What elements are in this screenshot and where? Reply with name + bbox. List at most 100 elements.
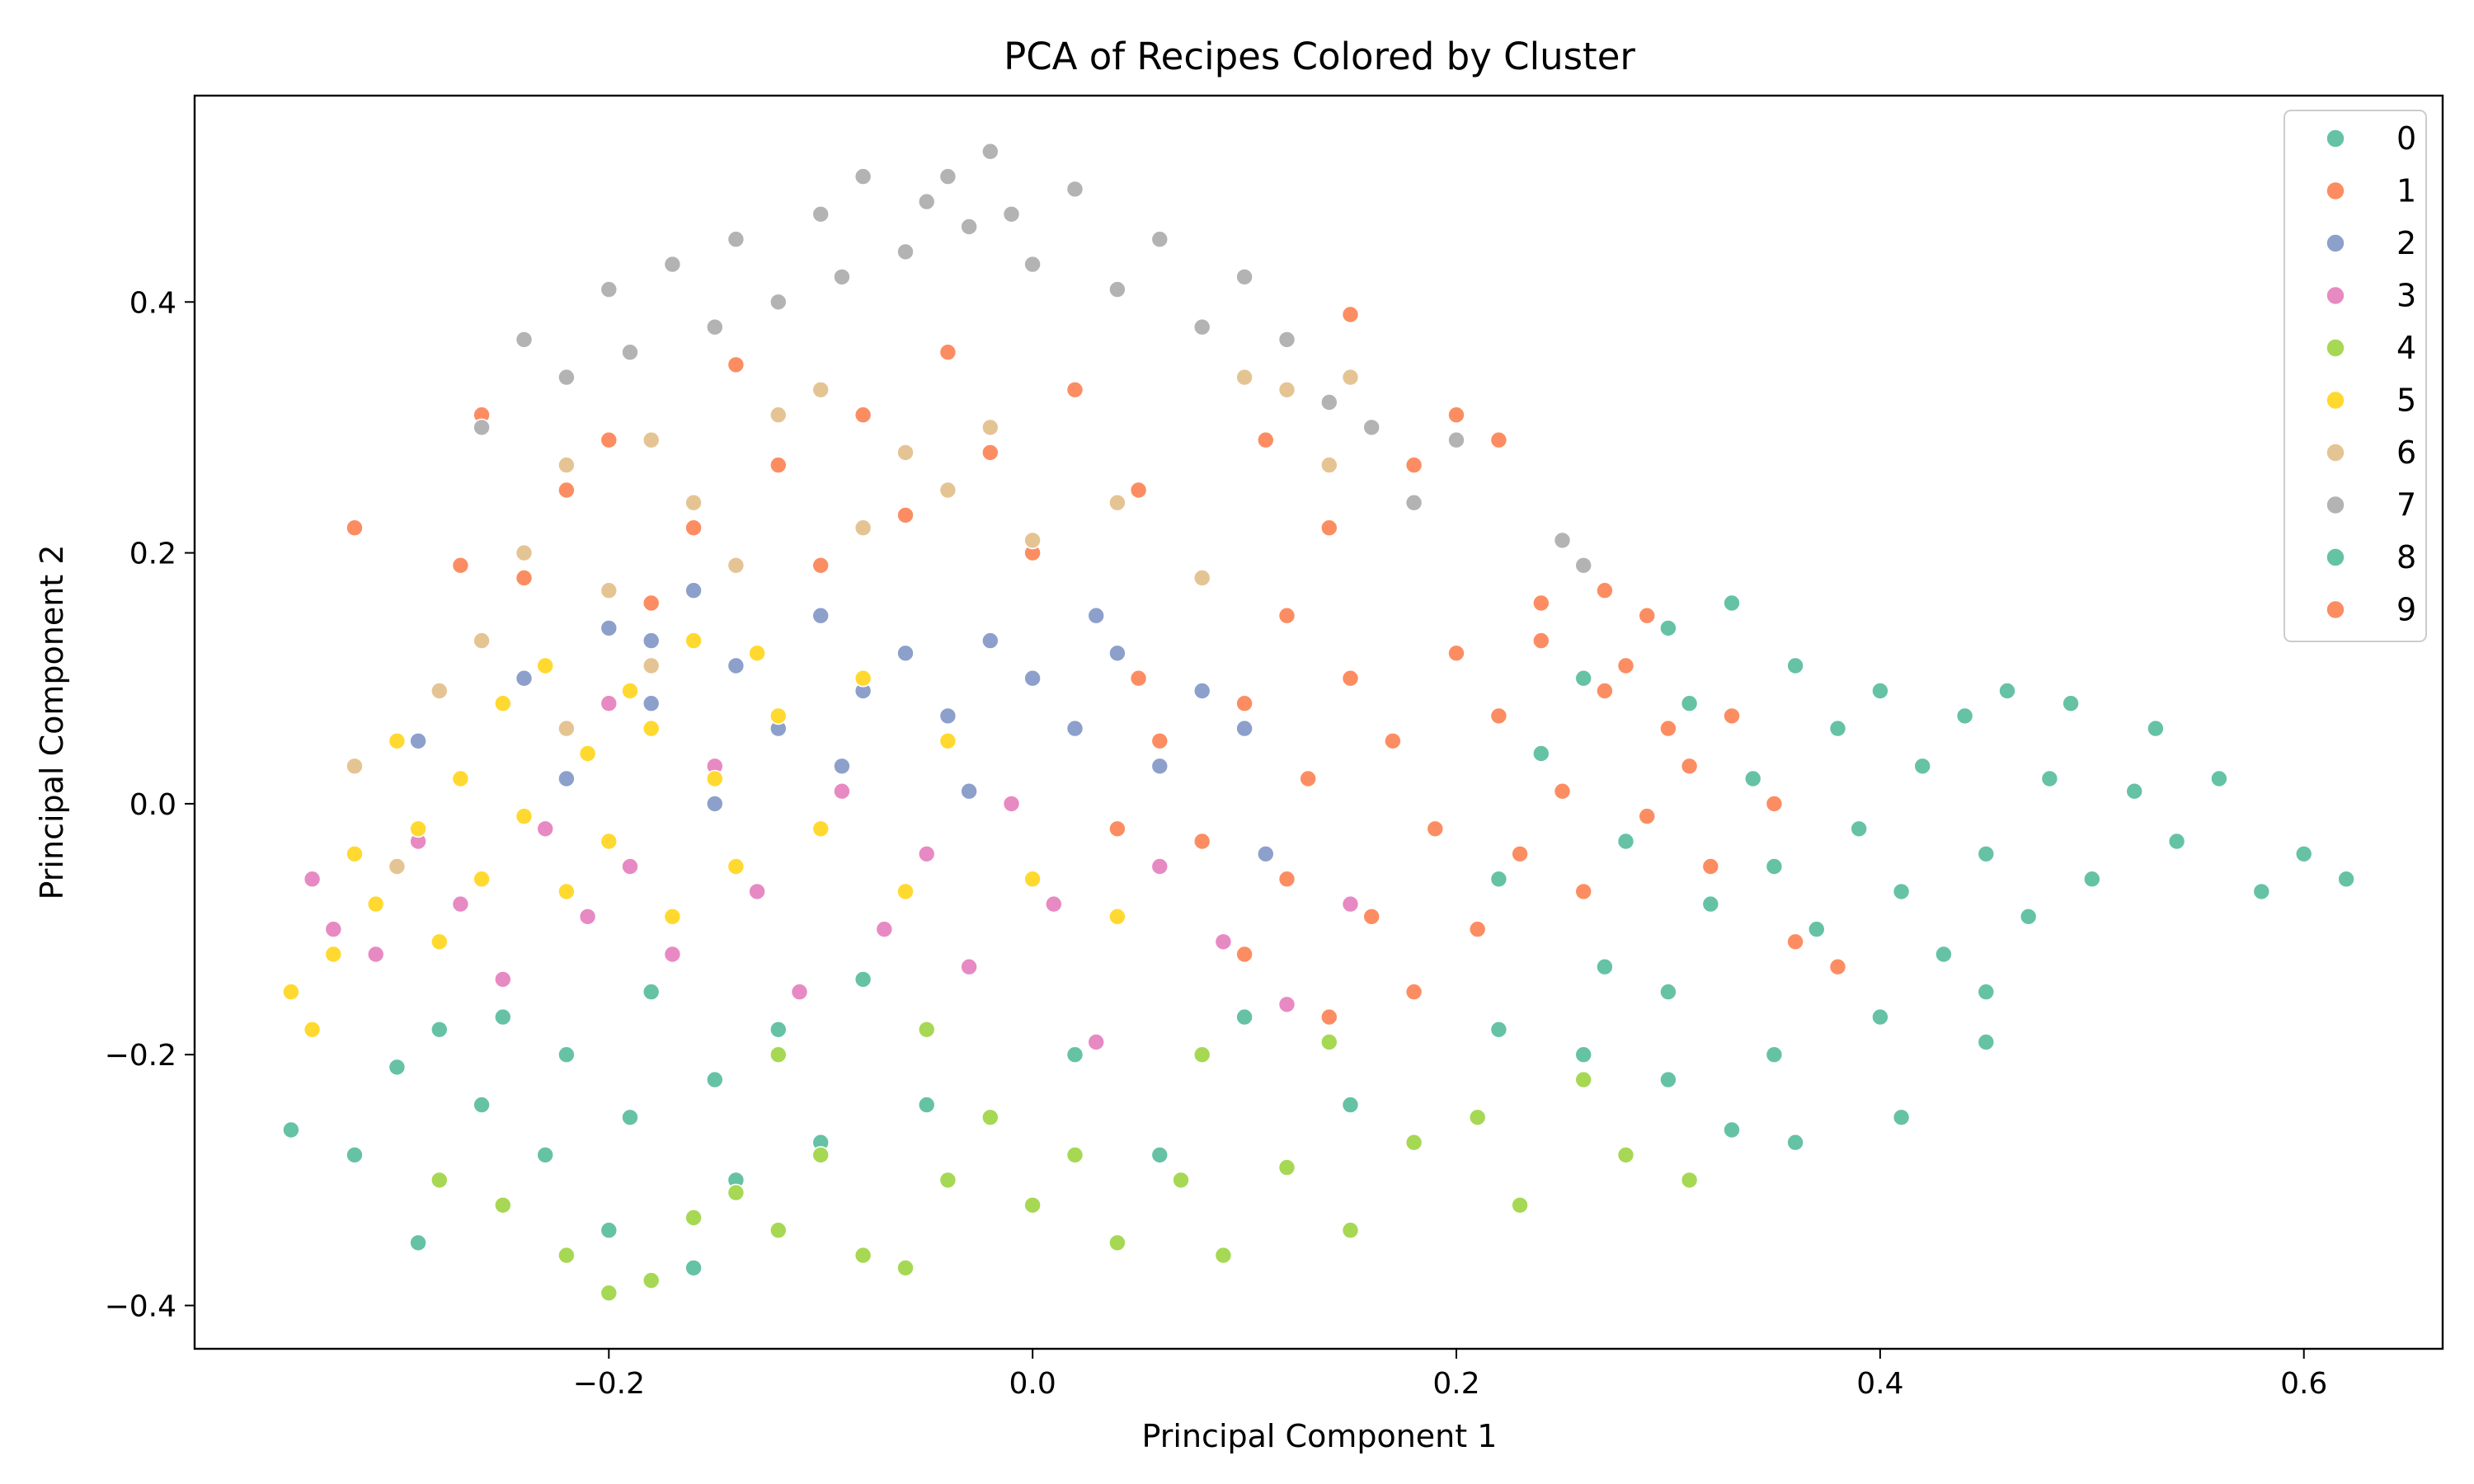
- point-8-5: [1701, 895, 1720, 913]
- point-6-16: [1023, 531, 1042, 550]
- legend-label-9: 9: [2396, 592, 2416, 628]
- point-1-14: [981, 444, 999, 462]
- point-6-19: [1277, 380, 1296, 399]
- point-2-5: [727, 656, 745, 675]
- point-5-3: [346, 845, 364, 863]
- point-0-7: [536, 1146, 555, 1164]
- point-8-20: [2019, 908, 2038, 926]
- point-7-24: [1277, 331, 1296, 349]
- series-5: [282, 632, 1126, 1039]
- point-0-20: [1150, 1146, 1169, 1164]
- point-4-8: [811, 1146, 830, 1164]
- point-5-12: [536, 656, 555, 675]
- point-6-21: [1341, 368, 1360, 387]
- point-1-6: [642, 594, 661, 613]
- point-2-4: [684, 581, 703, 600]
- series-2: [409, 581, 1275, 863]
- point-3-7: [578, 908, 597, 926]
- point-6-20: [1320, 456, 1338, 474]
- point-9-24: [1786, 932, 1804, 951]
- point-9-26: [1404, 983, 1423, 1001]
- legend-marker-6: [2326, 443, 2345, 463]
- point-0-26: [1723, 1120, 1741, 1139]
- point-2-18: [557, 769, 576, 788]
- point-7-29: [1553, 531, 1572, 550]
- point-1-29: [1277, 606, 1296, 625]
- point-8-28: [2252, 882, 2271, 901]
- point-9-0: [1150, 731, 1169, 750]
- point-6-9: [727, 556, 745, 575]
- point-8-9: [1786, 656, 1804, 675]
- point-6-7: [642, 430, 661, 449]
- legend-label-0: 0: [2396, 120, 2416, 157]
- point-2-21: [960, 782, 978, 801]
- point-4-15: [1108, 1233, 1126, 1252]
- point-7-5: [663, 255, 682, 274]
- point-8-26: [2167, 832, 2186, 851]
- point-1-11: [854, 406, 872, 425]
- point-8-4: [1680, 694, 1699, 713]
- point-7-17: [1002, 204, 1021, 223]
- point-0-19: [1065, 1045, 1084, 1064]
- point-9-7: [1384, 731, 1402, 750]
- y-axis-ticks: −0.4 −0.2 0.0 0.2 0.4: [105, 286, 195, 1324]
- series-6: [346, 368, 1360, 876]
- legend-label-8: 8: [2396, 539, 2416, 575]
- point-8-29: [2294, 845, 2313, 863]
- y-tick-label: 0.2: [129, 538, 176, 571]
- point-3-0: [303, 870, 322, 888]
- point-6-24: [1235, 368, 1253, 387]
- point-0-18: [917, 1096, 936, 1114]
- point-9-17: [1616, 656, 1635, 675]
- point-4-23: [1574, 1070, 1592, 1089]
- point-1-24: [1489, 430, 1508, 449]
- point-1-9: [769, 456, 788, 474]
- point-1-4: [557, 481, 576, 500]
- point-1-5: [600, 430, 618, 449]
- point-5-19: [684, 632, 703, 650]
- legend-label-3: 3: [2396, 278, 2416, 314]
- point-2-17: [1257, 845, 1275, 863]
- point-1-23: [1447, 406, 1465, 425]
- legend-label-6: 6: [2396, 434, 2416, 471]
- point-8-19: [1998, 682, 2016, 700]
- point-0-24: [1574, 1045, 1592, 1064]
- point-0-11: [642, 983, 661, 1001]
- point-4-2: [557, 1246, 576, 1265]
- point-5-8: [451, 769, 470, 788]
- point-2-14: [1108, 644, 1126, 663]
- point-1-26: [1596, 581, 1614, 600]
- point-5-21: [727, 857, 745, 876]
- point-4-21: [1468, 1108, 1487, 1127]
- point-0-3: [388, 1058, 407, 1077]
- point-9-1: [1192, 832, 1211, 851]
- x-tick-label: −0.2: [573, 1367, 645, 1401]
- point-5-24: [811, 819, 830, 838]
- legend-marker-7: [2326, 495, 2345, 515]
- point-0-4: [430, 1021, 449, 1039]
- point-9-13: [1532, 632, 1550, 650]
- point-8-16: [1935, 945, 1953, 964]
- point-9-21: [1701, 857, 1720, 876]
- point-5-16: [621, 682, 639, 700]
- chart-title: PCA of Recipes Colored by Cluster: [1004, 35, 1635, 78]
- point-4-0: [430, 1171, 449, 1190]
- point-9-11: [1489, 707, 1508, 726]
- point-8-15: [1913, 757, 1931, 776]
- point-6-17: [1108, 493, 1126, 512]
- point-8-12: [1850, 819, 1868, 838]
- y-tick-label: −0.4: [105, 1290, 176, 1324]
- point-0-13: [705, 1070, 724, 1089]
- point-4-20: [1404, 1133, 1423, 1152]
- point-4-29: [769, 1045, 788, 1064]
- x-axis-ticks: −0.2 0.0 0.2 0.4 0.6: [573, 1349, 2327, 1401]
- point-2-23: [642, 632, 661, 650]
- legend-marker-0: [2326, 129, 2345, 148]
- point-7-7: [727, 230, 745, 249]
- point-6-4: [515, 543, 534, 562]
- point-5-9: [473, 870, 491, 888]
- point-4-26: [917, 1021, 936, 1039]
- point-1-0: [346, 519, 364, 538]
- point-9-2: [1235, 694, 1253, 713]
